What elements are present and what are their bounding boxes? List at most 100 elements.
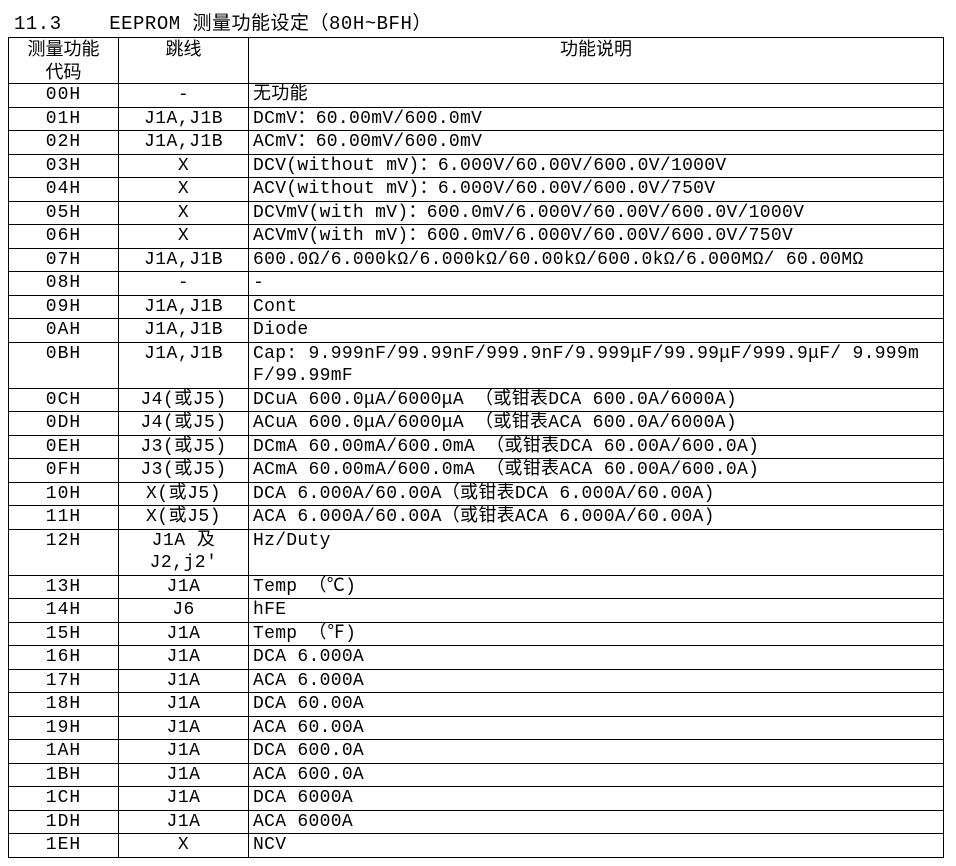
table-row: 1DHJ1AACA 6000A — [9, 810, 944, 834]
cell-jumper: J3(或J5) — [119, 459, 249, 483]
cell-jumper: - — [119, 272, 249, 296]
table-row: 16HJ1ADCA 6.000A — [9, 646, 944, 670]
table-row: 05HXDCVmV(with mV)：600.0mV/6.000V/60.00V… — [9, 201, 944, 225]
cell-desc: DCA 6.000A — [249, 646, 944, 670]
cell-code: 00H — [9, 84, 119, 108]
cell-desc: ACmV：60.00mV/600.0mV — [249, 131, 944, 155]
cell-jumper: J6 — [119, 599, 249, 623]
table-row: 0BHJ1A,J1BCap: 9.999nF/99.99nF/999.9nF/9… — [9, 342, 944, 388]
cell-code: 01H — [9, 107, 119, 131]
cell-code: 0FH — [9, 459, 119, 483]
section-title: 11.3 EEPROM 测量功能设定（80H~BFH） — [8, 8, 948, 37]
cell-code: 19H — [9, 716, 119, 740]
header-desc: 功能说明 — [249, 38, 944, 84]
cell-jumper: J4(或J5) — [119, 412, 249, 436]
cell-code: 0AH — [9, 319, 119, 343]
cell-jumper: J1A,J1B — [119, 131, 249, 155]
cell-code: 04H — [9, 178, 119, 202]
cell-code: 13H — [9, 575, 119, 599]
cell-jumper: J1A — [119, 693, 249, 717]
cell-desc: DCA 6000A — [249, 787, 944, 811]
cell-desc: - — [249, 272, 944, 296]
table-row: 02HJ1A,J1BACmV：60.00mV/600.0mV — [9, 131, 944, 155]
cell-code: 16H — [9, 646, 119, 670]
cell-desc: ACuA 600.0μA/6000μA （或钳表ACA 600.0A/6000A… — [249, 412, 944, 436]
cell-desc: ACV(without mV)：6.000V/60.00V/600.0V/750… — [249, 178, 944, 202]
cell-jumper: J1A — [119, 646, 249, 670]
cell-desc: DCmA 60.00mA/600.0mA （或钳表DCA 60.00A/600.… — [249, 435, 944, 459]
table-row: 03HXDCV(without mV)：6.000V/60.00V/600.0V… — [9, 154, 944, 178]
cell-jumper: J1A — [119, 575, 249, 599]
cell-desc: Cap: 9.999nF/99.99nF/999.9nF/9.999μF/99.… — [249, 342, 944, 388]
cell-desc: NCV — [249, 834, 944, 858]
cell-code: 18H — [9, 693, 119, 717]
cell-jumper: J1A 及 J2,j2' — [119, 529, 249, 575]
cell-code: 17H — [9, 669, 119, 693]
cell-code: 02H — [9, 131, 119, 155]
table-row: 01HJ1A,J1BDCmV：60.00mV/600.0mV — [9, 107, 944, 131]
cell-jumper: J1A,J1B — [119, 319, 249, 343]
cell-desc: Temp （℃) — [249, 575, 944, 599]
table-row: 0EHJ3(或J5)DCmA 60.00mA/600.0mA （或钳表DCA 6… — [9, 435, 944, 459]
table-row: 17HJ1AACA 6.000A — [9, 669, 944, 693]
table-row: 14HJ6hFE — [9, 599, 944, 623]
cell-jumper: J1A — [119, 810, 249, 834]
table-header-row: 测量功能 代码 跳线 功能说明 — [9, 38, 944, 84]
cell-code: 03H — [9, 154, 119, 178]
cell-jumper: J1A,J1B — [119, 342, 249, 388]
cell-desc: 无功能 — [249, 84, 944, 108]
cell-code: 15H — [9, 622, 119, 646]
cell-jumper: X — [119, 154, 249, 178]
table-row: 0AHJ1A,J1BDiode — [9, 319, 944, 343]
cell-desc: ACA 6000A — [249, 810, 944, 834]
table-row: 0CHJ4(或J5)DCuA 600.0μA/6000μA （或钳表DCA 60… — [9, 388, 944, 412]
cell-code: 11H — [9, 506, 119, 530]
cell-desc: ACA 600.0A — [249, 763, 944, 787]
cell-desc: Diode — [249, 319, 944, 343]
cell-jumper: X — [119, 225, 249, 249]
table-row: 12HJ1A 及 J2,j2'Hz/Duty — [9, 529, 944, 575]
cell-code: 08H — [9, 272, 119, 296]
cell-jumper: X — [119, 178, 249, 202]
cell-code: 06H — [9, 225, 119, 249]
table-row: 08H-- — [9, 272, 944, 296]
header-code: 测量功能 代码 — [9, 38, 119, 84]
cell-code: 1BH — [9, 763, 119, 787]
table-row: 1EHXNCV — [9, 834, 944, 858]
cell-code: 0EH — [9, 435, 119, 459]
table-row: 07HJ1A,J1B600.0Ω/6.000kΩ/6.000kΩ/60.00kΩ… — [9, 248, 944, 272]
table-row: 19HJ1AACA 60.00A — [9, 716, 944, 740]
cell-desc: ACmA 60.00mA/600.0mA （或钳表ACA 60.00A/600.… — [249, 459, 944, 483]
eeprom-function-table: 测量功能 代码 跳线 功能说明 00H-无功能01HJ1A,J1BDCmV：60… — [8, 37, 944, 858]
cell-code: 0DH — [9, 412, 119, 436]
cell-desc: 600.0Ω/6.000kΩ/6.000kΩ/60.00kΩ/600.0kΩ/6… — [249, 248, 944, 272]
cell-desc: ACVmV(with mV)：600.0mV/6.000V/60.00V/600… — [249, 225, 944, 249]
cell-code: 1EH — [9, 834, 119, 858]
cell-jumper: X(或J5) — [119, 506, 249, 530]
cell-desc: ACA 60.00A — [249, 716, 944, 740]
cell-desc: DCA 60.00A — [249, 693, 944, 717]
cell-desc: Temp （℉) — [249, 622, 944, 646]
cell-desc: ACA 6.000A/60.00A（或钳表ACA 6.000A/60.00A) — [249, 506, 944, 530]
cell-desc: Hz/Duty — [249, 529, 944, 575]
cell-desc: Cont — [249, 295, 944, 319]
table-row: 06HXACVmV(with mV)：600.0mV/6.000V/60.00V… — [9, 225, 944, 249]
cell-code: 14H — [9, 599, 119, 623]
cell-jumper: X(或J5) — [119, 482, 249, 506]
cell-desc: DCV(without mV)：6.000V/60.00V/600.0V/100… — [249, 154, 944, 178]
cell-jumper: - — [119, 84, 249, 108]
cell-jumper: X — [119, 834, 249, 858]
cell-jumper: J1A — [119, 669, 249, 693]
table-body: 00H-无功能01HJ1A,J1BDCmV：60.00mV/600.0mV02H… — [9, 84, 944, 858]
cell-jumper: J1A — [119, 740, 249, 764]
table-row: 10HX(或J5)DCA 6.000A/60.00A（或钳表DCA 6.000A… — [9, 482, 944, 506]
cell-code: 1AH — [9, 740, 119, 764]
cell-desc: hFE — [249, 599, 944, 623]
cell-jumper: X — [119, 201, 249, 225]
table-row: 13HJ1ATemp （℃) — [9, 575, 944, 599]
cell-code: 07H — [9, 248, 119, 272]
table-row: 0FHJ3(或J5)ACmA 60.00mA/600.0mA （或钳表ACA 6… — [9, 459, 944, 483]
table-row: 09HJ1A,J1BCont — [9, 295, 944, 319]
cell-jumper: J1A,J1B — [119, 295, 249, 319]
cell-code: 09H — [9, 295, 119, 319]
